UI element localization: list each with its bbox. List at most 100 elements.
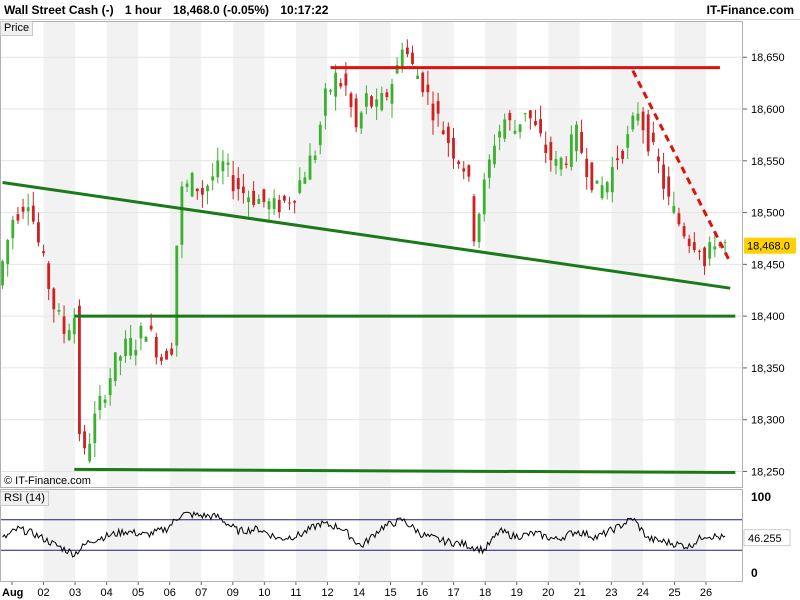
candle-body[interactable] xyxy=(108,378,112,396)
candle-body[interactable] xyxy=(216,160,220,178)
candle-body[interactable] xyxy=(677,213,681,225)
candle-body[interactable] xyxy=(303,177,307,184)
candle-body[interactable] xyxy=(682,226,686,237)
candle-body[interactable] xyxy=(518,124,522,133)
candle-body[interactable] xyxy=(247,197,250,203)
candle-body[interactable] xyxy=(687,238,691,247)
candle-body[interactable] xyxy=(180,186,184,245)
candle-body[interactable] xyxy=(580,131,583,153)
candle-body[interactable] xyxy=(185,183,189,187)
candle-body[interactable] xyxy=(21,206,25,212)
candle-body[interactable] xyxy=(165,350,168,360)
candle-body[interactable] xyxy=(585,158,589,178)
candle-body[interactable] xyxy=(364,93,368,107)
candle-body[interactable] xyxy=(139,325,143,339)
candle-body[interactable] xyxy=(226,162,230,165)
candle-body[interactable] xyxy=(411,52,414,64)
candle-body[interactable] xyxy=(170,348,174,355)
timeframe-label[interactable]: 1 hour xyxy=(124,3,162,17)
candle-body[interactable] xyxy=(513,130,517,134)
candle-body[interactable] xyxy=(631,115,635,130)
candle-body[interactable] xyxy=(236,178,240,190)
candle-body[interactable] xyxy=(257,199,261,204)
candle-body[interactable] xyxy=(93,413,97,444)
candle-body[interactable] xyxy=(487,159,491,178)
candle-body[interactable] xyxy=(575,124,578,152)
candle-body[interactable] xyxy=(16,214,20,221)
candle-body[interactable] xyxy=(318,124,322,146)
candle-body[interactable] xyxy=(241,186,245,194)
candle-body[interactable] xyxy=(457,161,461,165)
candle-body[interactable] xyxy=(508,112,512,121)
candle-body[interactable] xyxy=(646,114,650,152)
brand-label[interactable]: IT-Finance.com xyxy=(706,3,794,17)
candle-body[interactable] xyxy=(339,83,343,87)
candle-body[interactable] xyxy=(154,336,158,358)
candle-body[interactable] xyxy=(692,242,696,251)
candle-body[interactable] xyxy=(380,92,384,111)
candle-body[interactable] xyxy=(323,88,327,116)
candle-body[interactable] xyxy=(211,176,215,181)
candle-body[interactable] xyxy=(385,92,389,98)
candle-body[interactable] xyxy=(57,309,61,312)
candle-body[interactable] xyxy=(313,155,317,160)
candle-body[interactable] xyxy=(67,330,71,340)
candle-body[interactable] xyxy=(288,202,291,204)
candle-body[interactable] xyxy=(559,157,563,170)
candle-body[interactable] xyxy=(467,165,471,177)
candle-body[interactable] xyxy=(83,431,86,449)
candle-body[interactable] xyxy=(119,356,122,361)
candle-body[interactable] xyxy=(482,179,486,215)
candle-body[interactable] xyxy=(88,443,92,462)
candle-body[interactable] xyxy=(421,72,425,93)
candle-body[interactable] xyxy=(134,349,138,356)
candle-body[interactable] xyxy=(1,261,4,286)
candle-body[interactable] xyxy=(452,137,455,159)
candle-body[interactable] xyxy=(636,113,640,121)
candle-body[interactable] xyxy=(200,188,204,195)
candle-body[interactable] xyxy=(149,325,153,330)
candle-body[interactable] xyxy=(282,195,286,201)
candle-body[interactable] xyxy=(390,83,394,104)
candle-body[interactable] xyxy=(426,84,430,93)
candle-body[interactable] xyxy=(370,96,373,107)
candle-body[interactable] xyxy=(549,142,553,161)
candle-body[interactable] xyxy=(175,245,179,346)
candle-body[interactable] xyxy=(72,318,76,335)
candle-body[interactable] xyxy=(262,189,266,202)
candle-body[interactable] xyxy=(308,155,312,180)
candle-body[interactable] xyxy=(206,185,209,192)
candle-body[interactable] xyxy=(221,161,225,172)
candle-body[interactable] xyxy=(62,316,66,334)
candle-body[interactable] xyxy=(78,305,81,435)
candle-body[interactable] xyxy=(42,251,45,254)
support-trendline[interactable] xyxy=(74,467,736,475)
candle-body[interactable] xyxy=(124,338,127,356)
candle-body[interactable] xyxy=(564,163,568,165)
candle-body[interactable] xyxy=(498,131,502,138)
candle-body[interactable] xyxy=(477,213,481,243)
candle-body[interactable] xyxy=(605,182,609,193)
candle-body[interactable] xyxy=(672,206,676,213)
candle-body[interactable] xyxy=(11,219,15,239)
candle-body[interactable] xyxy=(190,172,194,197)
candle-body[interactable] xyxy=(621,150,624,159)
candle-body[interactable] xyxy=(713,246,717,250)
candle-body[interactable] xyxy=(590,162,594,191)
candle-body[interactable] xyxy=(329,90,332,92)
candle-body[interactable] xyxy=(441,130,445,135)
candle-body[interactable] xyxy=(667,176,671,197)
candle-body[interactable] xyxy=(400,49,404,69)
candle-body[interactable] xyxy=(600,185,604,199)
candle-body[interactable] xyxy=(113,352,117,381)
candle-body[interactable] xyxy=(554,159,558,166)
candle-body[interactable] xyxy=(523,113,527,115)
candle-body[interactable] xyxy=(31,205,35,222)
candle-body[interactable] xyxy=(144,337,148,342)
candle-body[interactable] xyxy=(298,180,302,193)
candle-body[interactable] xyxy=(595,180,599,184)
candle-body[interactable] xyxy=(446,126,450,144)
candle-body[interactable] xyxy=(657,156,660,162)
candle-body[interactable] xyxy=(6,240,10,264)
